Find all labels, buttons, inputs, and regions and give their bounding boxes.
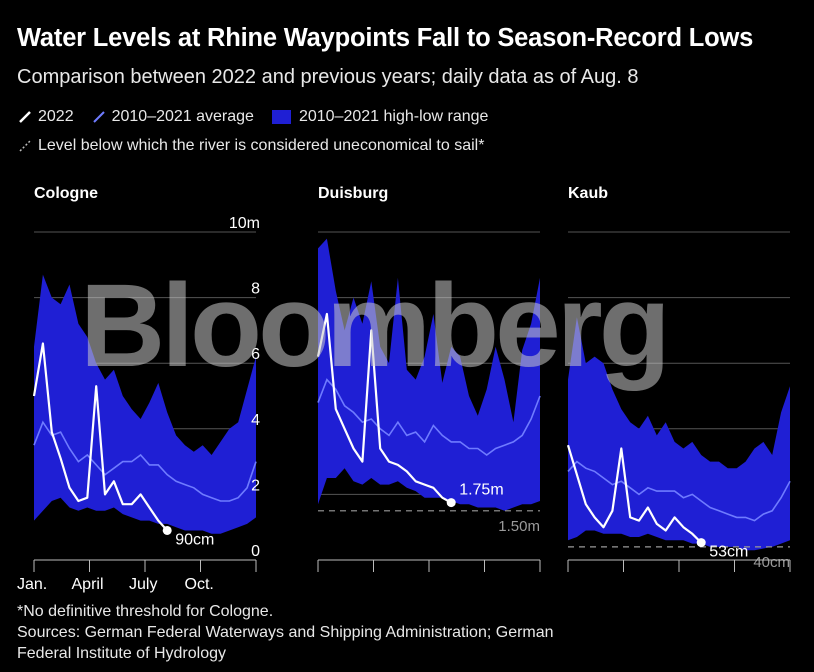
legend-item-average: 2010–2021 average: [92, 108, 254, 126]
kaub-average-line: [567, 460, 791, 522]
legend-label-2022: 2022: [38, 108, 74, 125]
range-swatch-icon: [271, 110, 291, 124]
legend-label-average: 2010–2021 average: [111, 108, 254, 125]
cologne-line-2022: [32, 342, 169, 532]
legend-item-threshold: Level below which the river is considere…: [18, 137, 484, 155]
charts-area: Cologne 90cm Duisburg 1.50m 1.75m Kaub 40cm 53c…: [17, 185, 791, 593]
legend-label-range: 2010–2021 high-low range: [298, 108, 489, 125]
x-tick-label: July: [129, 576, 157, 593]
line-average-icon: [92, 111, 105, 123]
footnote-line-3: Federal Institute of Hydrology: [17, 645, 226, 662]
duisburg-panel-title: Duisburg: [318, 185, 388, 202]
kaub-threshold-label: 40cm: [753, 554, 790, 571]
duisburg-latest-label: 1.75m: [459, 482, 503, 499]
duisburg-threshold-label: 1.50m: [498, 518, 540, 535]
y-tick-label: 8: [251, 281, 260, 298]
duisburg-average-line: [317, 378, 541, 456]
footnote: *No definitive threshold for Cologne. So…: [17, 601, 554, 664]
cologne-average-line: [33, 420, 257, 502]
kaub-range-band: [568, 317, 790, 551]
y-tick-label: 10m: [229, 215, 260, 232]
kaub-latest-label: 53cm: [709, 544, 748, 561]
duisburg-line-2022: [316, 312, 452, 504]
chart-title: Water Levels at Rhine Waypoints Fall to …: [17, 24, 754, 52]
y-tick-label: 0: [251, 543, 260, 560]
duisburg-range-band: [318, 238, 540, 511]
x-tick-label: Oct.: [185, 576, 214, 593]
kaub-line-2022: [566, 444, 702, 544]
legend: 2022 2010–2021 average 2010–2021 high-lo…: [18, 108, 506, 126]
legend-threshold: Level below which the river is considere…: [18, 137, 502, 155]
footnote-line-2: Sources: German Federal Waterways and Sh…: [17, 624, 554, 641]
duisburg-latest-point: [446, 498, 456, 508]
cologne-latest-label: 90cm: [175, 531, 214, 548]
kaub-latest-point: [696, 538, 706, 548]
legend-label-threshold: Level below which the river is considere…: [38, 137, 485, 154]
legend-item-2022: 2022: [18, 108, 74, 126]
legend-item-range: 2010–2021 high-low range: [271, 108, 489, 126]
x-tick-label: Jan.: [17, 576, 47, 593]
line-2022-icon: [19, 111, 31, 123]
cologne-latest-point: [162, 525, 172, 535]
kaub-panel-title: Kaub: [568, 185, 608, 202]
y-tick-label: 6: [251, 346, 260, 363]
chart-subtitle: Comparison between 2022 and previous yea…: [17, 66, 639, 88]
y-tick-label: 2: [251, 477, 260, 494]
cologne-range-band: [34, 274, 256, 534]
y-tick-label: 4: [251, 412, 260, 429]
cologne-panel-title: Cologne: [34, 185, 98, 202]
x-tick-label: April: [72, 576, 104, 593]
footnote-line-1: *No definitive threshold for Cologne.: [17, 603, 274, 620]
